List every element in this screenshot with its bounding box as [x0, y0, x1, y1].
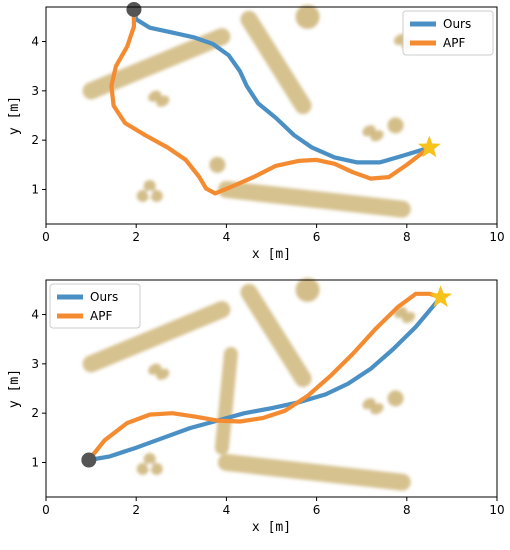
- obstacle-circle: [295, 277, 320, 302]
- x-tick-label: 2: [132, 503, 140, 517]
- y-axis-label: y [m]: [7, 369, 22, 408]
- obstacle-cluster: [362, 125, 384, 142]
- obstacle-cluster: [362, 398, 384, 415]
- x-tick-label: 6: [313, 503, 321, 517]
- legend-label-ours: Ours: [443, 17, 471, 31]
- obstacle-wall: [214, 346, 238, 455]
- obstacle-wall: [240, 10, 312, 115]
- obstacle-cluster: [148, 90, 170, 107]
- y-tick-label: 2: [31, 133, 39, 147]
- plot-frame: [45, 6, 498, 225]
- x-tick-label: 10: [489, 230, 504, 244]
- series-line-apf: [86, 291, 443, 463]
- goal-star: [429, 285, 452, 307]
- x-tick-label: 6: [313, 230, 321, 244]
- legend-label-ours: Ours: [90, 290, 118, 304]
- y-tick-label: 3: [31, 84, 39, 98]
- x-tick-label: 2: [132, 230, 140, 244]
- obstacles: [82, 277, 416, 491]
- obstacle-cluster: [148, 363, 170, 380]
- obstacle-circle: [387, 390, 404, 407]
- legend: Ours APF: [402, 10, 494, 56]
- x-axis-label: x [m]: [252, 247, 291, 262]
- y-tick-label: 1: [31, 455, 39, 469]
- x-tick-label: 0: [42, 230, 50, 244]
- x-axis-label: x [m]: [252, 520, 291, 535]
- obstacle-wall: [240, 283, 312, 388]
- x-tick-label: 10: [489, 503, 504, 517]
- x-tick-label: 8: [403, 230, 411, 244]
- obstacle-circle: [295, 4, 320, 29]
- y-axis-label: y [m]: [7, 96, 22, 135]
- y-tick-label: 1: [31, 182, 39, 196]
- series-line-ours: [131, 7, 432, 165]
- x-tick-label: 0: [42, 503, 50, 517]
- goal-star: [417, 135, 441, 158]
- start-point: [81, 452, 97, 468]
- y-tick-label: 3: [31, 357, 39, 371]
- y-tick-label: 4: [31, 308, 39, 322]
- obstacle-circle: [209, 156, 226, 173]
- obstacle-cluster: [136, 179, 163, 202]
- y-tick-label: 4: [31, 35, 39, 49]
- obstacle-cluster: [136, 452, 163, 475]
- obstacle-wall: [217, 180, 411, 218]
- obstacle-wall: [82, 301, 231, 373]
- x-tick-label: 4: [223, 503, 231, 517]
- obstacle-wall: [217, 453, 411, 491]
- obstacles: [82, 4, 416, 218]
- y-tick-label: 2: [31, 406, 39, 420]
- obstacle-circle: [387, 117, 404, 134]
- legend-label-apf: APF: [443, 36, 465, 50]
- series-line-ours: [86, 295, 443, 463]
- x-tick-label: 8: [403, 503, 411, 517]
- x-tick-label: 4: [223, 230, 231, 244]
- series-line-apf: [109, 7, 432, 196]
- obstacle-cluster: [393, 306, 416, 324]
- legend-label-apf: APF: [90, 309, 112, 323]
- plot-frame: [45, 279, 498, 498]
- start-point: [126, 1, 142, 17]
- legend: Ours APF: [49, 283, 141, 329]
